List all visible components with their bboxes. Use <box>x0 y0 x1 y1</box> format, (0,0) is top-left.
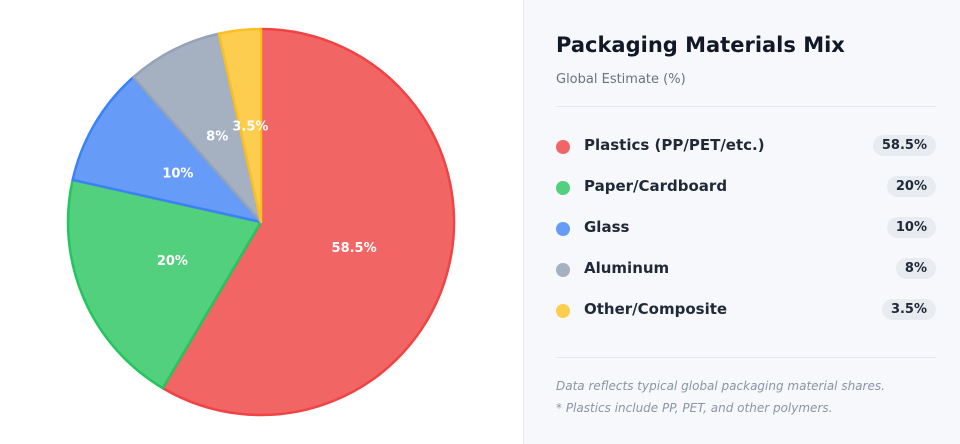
footnote-line-1: Data reflects typical global packaging m… <box>556 379 885 393</box>
slice-label-glass: 10% <box>162 166 193 181</box>
legend-value-badge: 10% <box>886 217 936 238</box>
pie-chart-area: 58.5% 20% 10% 8% 3.5% <box>66 27 456 417</box>
panel-subtitle: Global Estimate (%) <box>556 72 686 87</box>
panel-title: Packaging Materials Mix <box>556 33 845 57</box>
legend-panel: Packaging Materials Mix Global Estimate … <box>523 0 960 444</box>
pie-slice-plastics <box>161 27 456 417</box>
legend-list: Plastics (PP/PET/etc.) 58.5% Paper/Cardb… <box>556 135 936 340</box>
legend-value-badge: 8% <box>895 258 936 279</box>
legend-value-badge: 20% <box>886 176 936 197</box>
paper-swatch <box>556 181 570 195</box>
pie-slice-other <box>217 27 263 224</box>
legend-label: Glass <box>584 218 630 236</box>
other-swatch <box>556 304 570 318</box>
legend-item-plastics: Plastics (PP/PET/etc.) 58.5% <box>556 135 936 176</box>
legend-label: Paper/Cardboard <box>584 177 728 195</box>
aluminum-swatch <box>556 263 570 277</box>
legend-label: Plastics (PP/PET/etc.) <box>584 136 765 154</box>
glass-swatch <box>556 222 570 236</box>
legend-item-other: Other/Composite 3.5% <box>556 299 936 340</box>
legend-label: Other/Composite <box>584 300 728 318</box>
pie-chart: 58.5% 20% 10% 8% 3.5% <box>66 27 456 417</box>
legend-value-badge: 58.5% <box>872 135 936 156</box>
slice-label-aluminum: 8% <box>206 130 228 145</box>
pie-slice-paper <box>66 178 263 390</box>
divider-top <box>556 106 936 107</box>
slice-label-plastics: 58.5% <box>332 241 377 256</box>
slice-label-other: 3.5% <box>232 120 268 135</box>
plastics-swatch <box>556 140 570 154</box>
legend-value-badge: 3.5% <box>881 299 936 320</box>
legend-item-paper: Paper/Cardboard 20% <box>556 176 936 217</box>
legend-label: Aluminum <box>584 259 670 277</box>
legend-item-glass: Glass 10% <box>556 217 936 258</box>
legend-item-aluminum: Aluminum 8% <box>556 258 936 299</box>
footnote-line-2: * Plastics include PP, PET, and other po… <box>556 401 833 415</box>
slice-label-paper: 20% <box>157 254 188 269</box>
pie-slice-glass <box>71 75 263 224</box>
divider-bottom <box>556 357 936 358</box>
